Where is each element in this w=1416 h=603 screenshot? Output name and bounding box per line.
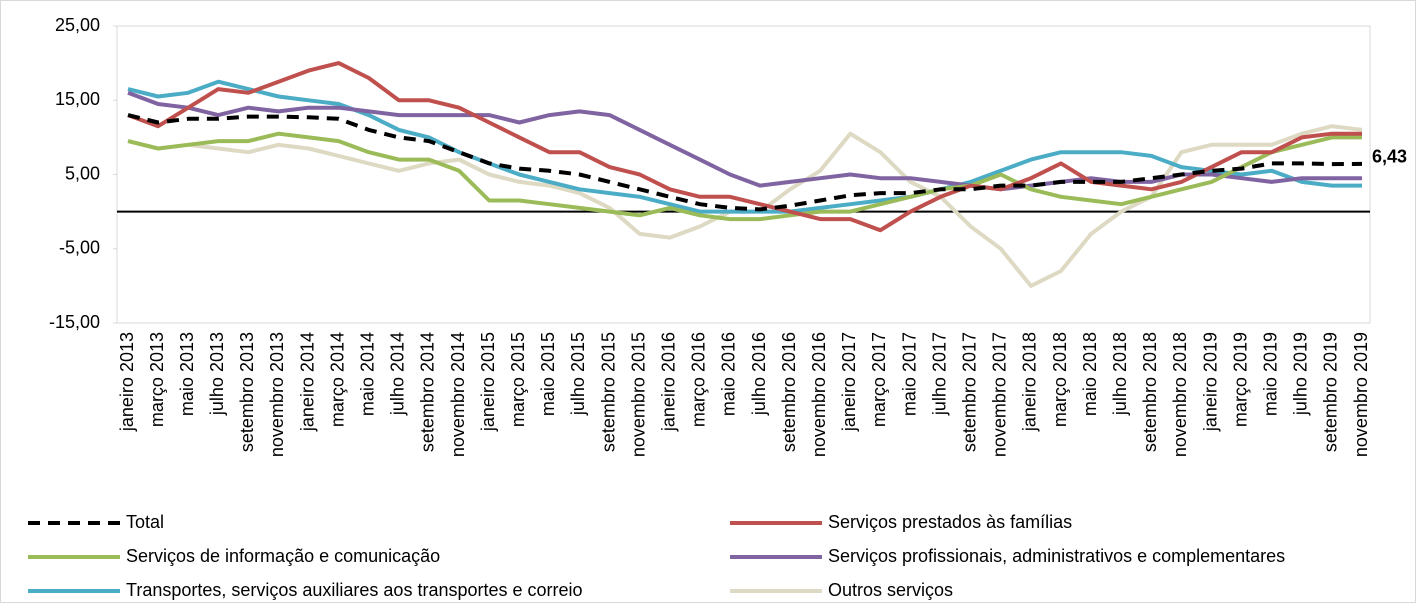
x-tick-label: maio 2019: [1260, 332, 1280, 416]
x-tick-label: março 2016: [689, 332, 709, 427]
x-tick-label: março 2015: [508, 332, 528, 427]
x-tick-label: setembro 2018: [1140, 332, 1160, 452]
x-tick-label: janeiro 2016: [659, 332, 679, 432]
series-line: [127, 61, 1362, 233]
series-line: [127, 90, 1362, 192]
x-tick-label: novembro 2014: [448, 332, 468, 457]
x-tick-label: setembro 2017: [959, 332, 979, 452]
x-tick-label: novembro 2013: [267, 332, 287, 457]
x-tick-label: setembro 2013: [237, 332, 257, 452]
x-tick-label: novembro 2019: [1351, 332, 1371, 457]
x-tick-label: janeiro 2013: [117, 332, 137, 432]
x-tick-label: setembro 2016: [779, 332, 799, 452]
y-tick-label: -5,00: [59, 238, 100, 258]
y-tick-label: 5,00: [65, 163, 100, 183]
x-tick-label: novembro 2017: [990, 332, 1010, 457]
x-tick-label: julho 2018: [1110, 332, 1130, 416]
x-tick-label: maio 2015: [538, 332, 558, 416]
x-tick-label: julho 2015: [568, 332, 588, 416]
y-tick-label: 15,00: [55, 89, 100, 109]
x-tick-label: julho 2017: [929, 332, 949, 416]
x-tick-label: janeiro 2019: [1200, 332, 1220, 432]
x-tick-label: novembro 2015: [628, 332, 648, 457]
x-tick-label: março 2014: [327, 332, 347, 427]
x-tick-label: janeiro 2018: [1020, 332, 1040, 432]
x-tick-label: julho 2019: [1291, 332, 1311, 416]
x-tick-label: maio 2013: [177, 332, 197, 416]
series-line: [127, 79, 1362, 214]
x-tick-label: julho 2014: [388, 332, 408, 416]
x-tick-label: novembro 2016: [809, 332, 829, 457]
x-tick-label: maio 2018: [1080, 332, 1100, 416]
series-line: [127, 131, 1362, 222]
x-tick-label: março 2019: [1230, 332, 1250, 427]
x-tick-label: julho 2016: [749, 332, 769, 416]
x-tick-label: março 2013: [147, 332, 167, 427]
x-tick-label: janeiro 2014: [297, 332, 317, 432]
x-tick-label: março 2017: [869, 332, 889, 427]
x-tick-label: maio 2014: [358, 332, 378, 416]
data-label: 6,43: [1372, 147, 1407, 167]
plot-area: [116, 25, 1371, 324]
x-tick-label: janeiro 2017: [839, 332, 859, 432]
y-tick-label: -15,00: [49, 312, 100, 332]
legend-label: Transportes, serviços auxiliares aos tra…: [126, 580, 583, 600]
x-tick-label: novembro 2018: [1170, 332, 1190, 457]
y-tick-label: 25,00: [55, 15, 100, 35]
x-tick-label: maio 2017: [899, 332, 919, 416]
legend-label: Serviços prestados às famílias: [828, 512, 1072, 532]
x-tick-label: janeiro 2015: [478, 332, 498, 432]
legend-label: Serviços de informação e comunicação: [126, 546, 440, 566]
legend-label: Serviços profissionais, administrativos …: [828, 546, 1285, 566]
x-tick-label: setembro 2015: [598, 332, 618, 452]
legend-label: Outros serviços: [828, 580, 953, 600]
x-tick-label: maio 2016: [719, 332, 739, 416]
x-tick-label: setembro 2019: [1321, 332, 1341, 452]
legend-label: Total: [126, 512, 164, 532]
x-tick-label: março 2018: [1050, 332, 1070, 427]
series-line: [127, 113, 1363, 212]
x-tick-label: julho 2013: [207, 332, 227, 416]
x-tick-label: setembro 2014: [418, 332, 438, 452]
